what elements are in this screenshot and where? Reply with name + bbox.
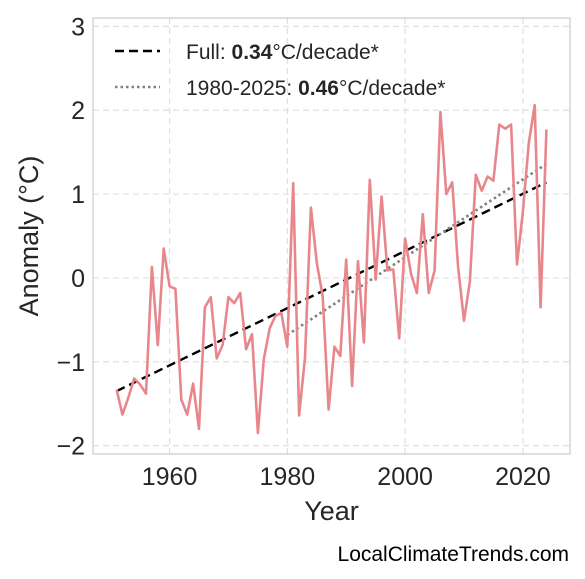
legend-label: Full: 0.34°C/decade* [186,41,379,64]
legend-label: 1980-2025: 0.46°C/decade* [186,77,445,100]
x-tick-label: 1980 [260,463,316,491]
y-tick-label: 3 [71,13,85,41]
x-tick-label: 2020 [495,463,551,491]
y-tick-label: 2 [71,97,85,125]
plot-frame [92,17,571,455]
x-tick-label: 1960 [142,463,198,491]
x-axis-ticks: 1960 1980 2000 2020 [142,463,551,491]
x-axis-label: Year [304,496,359,526]
x-tick-label: 2000 [377,463,433,491]
y-axis-label: Anomaly (°C) [14,156,44,317]
series [115,103,548,435]
legend: Full: 0.34°C/decade* 1980-2025: 0.46°C/de… [115,41,445,100]
y-tick-label: 0 [71,265,85,293]
trend-lines [116,162,548,393]
y-axis-ticks: −2 −1 0 1 2 3 [56,13,85,460]
y-tick-label: 1 [71,181,85,209]
grid [93,18,570,454]
y-tick-label: −2 [56,433,85,461]
recent-trend-line [286,162,548,337]
y-tick-label: −1 [56,349,85,377]
full-trend-line [116,181,547,393]
watermark: LocalClimateTrends.com [337,543,569,566]
anomaly-series-line [115,103,548,435]
